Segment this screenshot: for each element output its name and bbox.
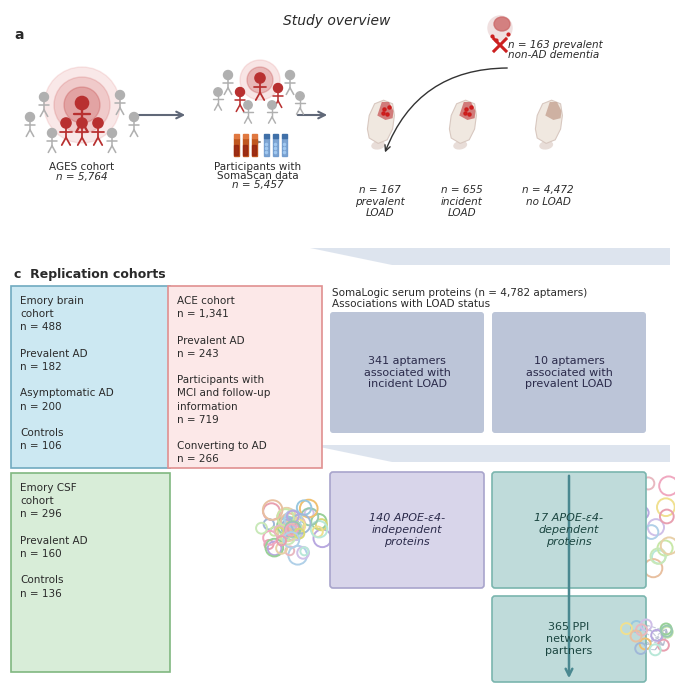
Polygon shape [459, 102, 475, 120]
Bar [281, 138, 286, 156]
FancyBboxPatch shape [492, 312, 646, 433]
Bar [281, 134, 286, 138]
Ellipse shape [454, 142, 466, 149]
Bar [252, 145, 256, 155]
Text: 140 APOE-ε4-
independent
proteins: 140 APOE-ε4- independent proteins [369, 513, 445, 547]
Text: b: b [312, 288, 322, 302]
Polygon shape [377, 102, 394, 120]
Bar [252, 134, 256, 138]
Ellipse shape [372, 142, 385, 149]
Bar [234, 138, 238, 156]
Text: non-AD dementia: non-AD dementia [508, 50, 599, 60]
Text: n = 5,764: n = 5,764 [56, 172, 108, 182]
Circle shape [255, 73, 265, 83]
Text: AGES cohort: AGES cohort [49, 162, 115, 172]
Circle shape [223, 71, 232, 79]
FancyBboxPatch shape [492, 596, 646, 682]
Bar [263, 134, 269, 138]
Polygon shape [310, 445, 670, 462]
Circle shape [44, 67, 120, 143]
Circle shape [268, 101, 276, 109]
Polygon shape [450, 100, 477, 143]
Bar [252, 138, 256, 156]
FancyBboxPatch shape [492, 472, 646, 588]
Circle shape [64, 87, 100, 123]
Circle shape [273, 84, 283, 92]
Text: n = 163 prevalent: n = 163 prevalent [508, 40, 603, 50]
FancyBboxPatch shape [330, 312, 484, 433]
Text: Associations with LOAD status: Associations with LOAD status [332, 299, 490, 309]
Polygon shape [545, 102, 562, 120]
FancyBboxPatch shape [330, 472, 484, 588]
Circle shape [26, 112, 34, 121]
Text: n = 4,472
no LOAD: n = 4,472 no LOAD [522, 185, 574, 207]
Polygon shape [310, 248, 670, 265]
Ellipse shape [494, 17, 510, 31]
Text: 365 PPI
network
partners: 365 PPI network partners [545, 623, 593, 656]
Circle shape [244, 101, 252, 109]
Text: Emory brain
cohort
n = 488

Prevalent AD
n = 182

Asymptomatic AD
n = 200

Contr: Emory brain cohort n = 488 Prevalent AD … [20, 296, 114, 451]
Text: 17 APOE-ε4-
dependent
proteins: 17 APOE-ε4- dependent proteins [535, 513, 603, 547]
Bar [234, 134, 238, 138]
Text: a: a [14, 28, 24, 42]
FancyBboxPatch shape [11, 286, 170, 468]
Bar [234, 145, 238, 155]
Text: 341 aptamers
associated with
incident LOAD: 341 aptamers associated with incident LO… [364, 356, 450, 389]
Bar [243, 145, 247, 155]
Circle shape [47, 129, 57, 138]
Circle shape [107, 129, 117, 138]
Polygon shape [367, 100, 394, 143]
Text: SomaLogic serum proteins (n = 4,782 aptamers): SomaLogic serum proteins (n = 4,782 apta… [332, 288, 587, 298]
FancyBboxPatch shape [11, 473, 170, 672]
Circle shape [286, 71, 294, 79]
Circle shape [214, 88, 222, 96]
Bar [242, 138, 248, 156]
Bar [273, 138, 277, 156]
Circle shape [76, 97, 88, 110]
Circle shape [93, 118, 103, 128]
Bar [263, 138, 269, 156]
Circle shape [130, 112, 138, 121]
Circle shape [296, 92, 304, 100]
Circle shape [40, 92, 49, 101]
Circle shape [488, 16, 512, 40]
Text: 10 aptamers
associated with
prevalent LOAD: 10 aptamers associated with prevalent LO… [525, 356, 613, 389]
Text: n = 5,457: n = 5,457 [232, 180, 284, 190]
FancyBboxPatch shape [168, 286, 322, 468]
Polygon shape [535, 100, 562, 143]
Bar [273, 134, 277, 138]
Text: Study overview: Study overview [284, 14, 391, 28]
Bar [242, 134, 248, 138]
Text: Emory CSF
cohort
n = 296

Prevalent AD
n = 160

Controls
n = 136: Emory CSF cohort n = 296 Prevalent AD n … [20, 483, 88, 599]
Text: SomaScan data: SomaScan data [217, 171, 299, 181]
Circle shape [247, 67, 273, 93]
Text: n = 655
incident
LOAD: n = 655 incident LOAD [441, 185, 483, 219]
Circle shape [61, 118, 71, 128]
Text: n = 167
prevalent
LOAD: n = 167 prevalent LOAD [355, 185, 405, 219]
Text: Participants with: Participants with [215, 162, 302, 172]
Ellipse shape [540, 142, 552, 149]
Circle shape [236, 88, 244, 97]
Circle shape [115, 90, 124, 99]
Text: ACE cohort
n = 1,341

Prevalent AD
n = 243

Participants with
MCI and follow-up
: ACE cohort n = 1,341 Prevalent AD n = 24… [177, 296, 271, 464]
Circle shape [54, 77, 110, 133]
Text: c  Replication cohorts: c Replication cohorts [14, 268, 165, 281]
Circle shape [240, 60, 280, 100]
Circle shape [77, 118, 87, 128]
